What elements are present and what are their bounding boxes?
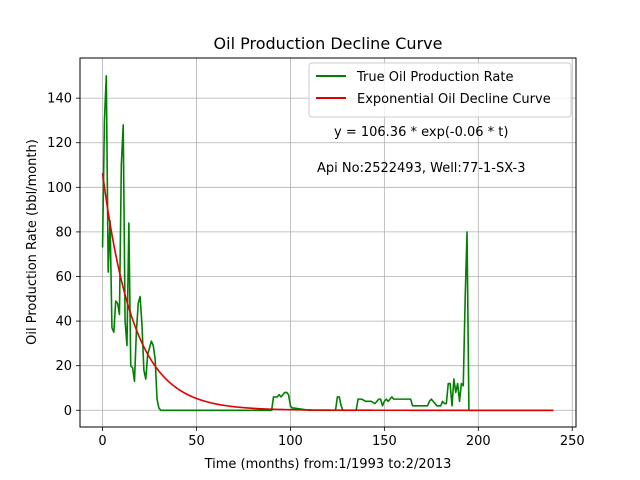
x-tick-label: 150 [372,434,397,449]
legend-label-decline-curve: Exponential Oil Decline Curve [357,92,551,107]
x-tick-label: 0 [98,434,106,449]
chart-title: Oil Production Decline Curve [214,34,443,53]
y-tick-label: 120 [47,136,72,151]
legend-label-true-rate: True Oil Production Rate [356,70,513,85]
axis-ticks: 0 50 100 150 200 250 0 20 40 60 80 100 120 140 [47,92,584,449]
x-tick-label: 250 [560,434,585,449]
plot-frame [79,57,577,428]
x-tick-label: 50 [188,434,205,449]
y-axis-label: Oil Production Rate (bbl/month) [25,139,40,345]
series-layer [101,75,554,412]
series-line-decline-curve [101,173,554,412]
x-axis-label: Time (months) from:1/1993 to:2/2013 [204,457,452,472]
y-tick-label: 40 [55,315,72,330]
y-tick-label: 20 [55,359,72,374]
y-tick-label: 0 [64,404,72,419]
legend: True Oil Production Rate Exponential Oil… [308,62,572,118]
y-tick-label: 100 [47,181,72,196]
equation-annotation: y = 106.36 * exp(-0.06 * t) [334,125,508,140]
legend-box [308,62,572,118]
y-tick-label: 140 [47,92,72,107]
x-tick-label: 200 [466,434,491,449]
y-tick-label: 80 [55,225,72,240]
x-tick-label: 100 [278,434,303,449]
well-annotation: Api No:2522493, Well:77-1-SX-3 [317,161,525,176]
y-tick-label: 60 [55,270,72,285]
series-line-true-rate [101,75,554,412]
